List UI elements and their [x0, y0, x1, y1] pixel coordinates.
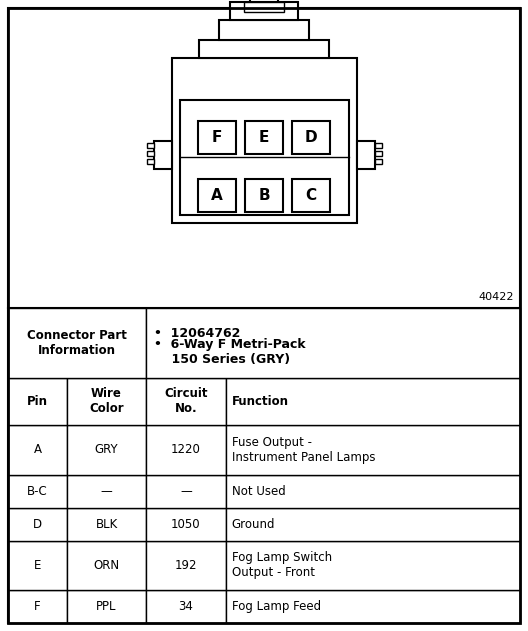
Bar	[146, 541, 225, 590]
Bar	[374, 143, 382, 148]
Bar	[245, 179, 283, 211]
Text: •  12064762: • 12064762	[154, 327, 241, 340]
Bar	[8, 308, 146, 377]
Bar	[146, 308, 520, 377]
Bar	[374, 151, 382, 156]
Bar	[230, 1, 298, 20]
Bar	[199, 40, 329, 57]
Text: B: B	[258, 187, 270, 203]
Text: 40422: 40422	[478, 292, 514, 302]
Bar	[198, 121, 236, 154]
Bar	[8, 507, 67, 541]
Text: 34: 34	[178, 600, 193, 613]
Text: —: —	[101, 485, 112, 498]
Bar	[67, 590, 146, 623]
Text: F: F	[34, 600, 41, 613]
Bar	[374, 159, 382, 164]
Bar	[8, 590, 67, 623]
Text: Not Used: Not Used	[232, 485, 285, 498]
Text: F: F	[212, 130, 222, 145]
Bar	[146, 425, 225, 475]
Bar	[219, 20, 309, 40]
Bar	[292, 121, 330, 154]
Bar	[198, 179, 236, 211]
Text: PPL: PPL	[96, 600, 117, 613]
Bar	[146, 475, 225, 507]
Bar	[67, 507, 146, 541]
Text: 1220: 1220	[171, 444, 201, 456]
Bar	[67, 475, 146, 507]
Text: Fog Lamp Switch
Output - Front: Fog Lamp Switch Output - Front	[232, 551, 332, 579]
Bar	[67, 425, 146, 475]
Text: Ground: Ground	[232, 517, 275, 531]
Bar	[8, 541, 67, 590]
Bar	[67, 377, 146, 425]
Bar	[8, 377, 67, 425]
Text: 192: 192	[175, 559, 197, 572]
Bar	[154, 141, 172, 169]
Text: Fuse Output -
Instrument Panel Lamps: Fuse Output - Instrument Panel Lamps	[232, 436, 375, 464]
Bar	[180, 100, 348, 215]
Bar	[250, 0, 278, 1]
Text: B-C: B-C	[27, 485, 48, 498]
Bar	[172, 57, 356, 223]
Bar	[146, 159, 154, 164]
Text: BLK: BLK	[96, 517, 118, 531]
Bar	[356, 141, 374, 169]
Text: Fog Lamp Feed: Fog Lamp Feed	[232, 600, 320, 613]
Bar	[245, 121, 283, 154]
Text: Function: Function	[232, 395, 289, 408]
Bar	[146, 590, 225, 623]
Text: Pin: Pin	[27, 395, 48, 408]
Bar	[146, 507, 225, 541]
Bar	[8, 475, 67, 507]
Text: A: A	[211, 187, 223, 203]
Text: GRY: GRY	[95, 444, 118, 456]
Text: E: E	[34, 559, 41, 572]
Text: C: C	[305, 187, 317, 203]
Text: Wire
Color: Wire Color	[89, 387, 124, 415]
Bar	[292, 179, 330, 211]
Text: Circuit
No.: Circuit No.	[164, 387, 208, 415]
Text: ORN: ORN	[93, 559, 120, 572]
Bar	[225, 590, 520, 623]
Bar	[146, 377, 225, 425]
Text: •  6-Way F Metri-Pack
    150 Series (GRY): • 6-Way F Metri-Pack 150 Series (GRY)	[154, 338, 306, 366]
Text: Connector Part
Information: Connector Part Information	[27, 329, 127, 357]
Bar	[146, 143, 154, 148]
Bar	[225, 377, 520, 425]
Text: —: —	[180, 485, 192, 498]
Text: A: A	[33, 444, 41, 456]
Bar	[8, 425, 67, 475]
Bar	[225, 541, 520, 590]
Bar	[67, 541, 146, 590]
Bar	[225, 425, 520, 475]
Bar	[225, 475, 520, 507]
Text: D: D	[33, 517, 42, 531]
Bar	[146, 151, 154, 156]
Text: D: D	[305, 130, 317, 145]
Text: E: E	[259, 130, 269, 145]
Bar	[225, 507, 520, 541]
Bar	[244, 1, 284, 11]
Text: 1050: 1050	[171, 517, 201, 531]
